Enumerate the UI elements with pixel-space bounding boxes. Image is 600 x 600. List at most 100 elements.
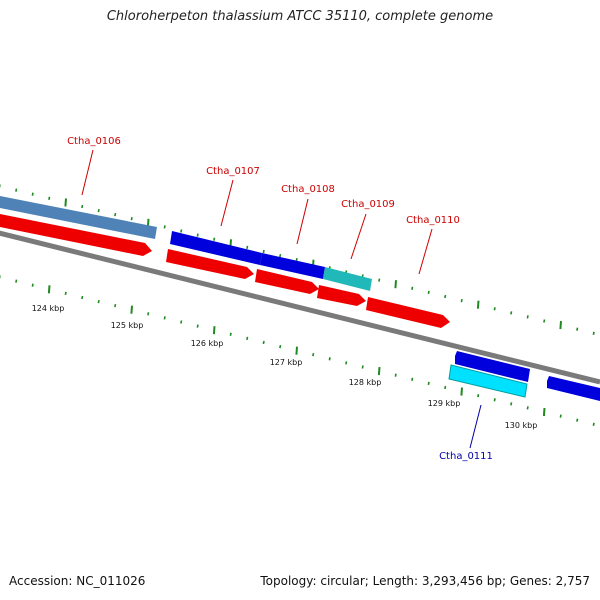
gene-label-ctha-0109[interactable]: Ctha_0109 — [341, 199, 395, 210]
inner-major-tick — [295, 346, 298, 355]
inner-major-tick — [212, 326, 216, 335]
inner-minor-tick — [81, 295, 84, 300]
inner-minor-tick — [97, 299, 100, 304]
inner-major-tick — [130, 305, 133, 314]
outer-tick-row — [0, 184, 595, 335]
scale-label-126kbp: 126 kbp — [191, 339, 224, 348]
inner-minor-tick — [312, 353, 315, 357]
outer-major-tick — [559, 321, 562, 330]
inner-minor-tick — [229, 332, 232, 336]
red-feature-5[interactable] — [366, 297, 450, 328]
inner-minor-tick — [114, 303, 117, 308]
inner-minor-tick — [493, 398, 496, 402]
outer-major-tick — [394, 280, 397, 289]
callout-ctha-0106 — [81, 149, 94, 196]
outer-minor-tick — [213, 237, 216, 241]
outer-minor-tick — [180, 229, 183, 233]
inner-minor-tick — [576, 418, 579, 422]
outer-major-tick — [476, 300, 480, 309]
outer-minor-tick — [576, 327, 579, 331]
callout-ctha-0111 — [469, 404, 482, 449]
inner-minor-tick — [345, 361, 348, 365]
outer-minor-tick — [279, 253, 282, 258]
inner-minor-tick — [361, 365, 364, 369]
gene-label-ctha-0107[interactable]: Ctha_0107 — [206, 166, 260, 177]
gene-label-ctha-0110[interactable]: Ctha_0110 — [406, 215, 460, 226]
outer-minor-tick — [543, 319, 546, 323]
red-feature-1[interactable] — [0, 214, 152, 256]
inner-minor-tick — [196, 324, 199, 328]
callout-ctha-0109 — [350, 213, 367, 260]
inner-minor-tick — [526, 406, 529, 410]
inner-major-tick — [47, 285, 51, 294]
scale-label-124kbp: 124 kbp — [32, 304, 65, 313]
outer-minor-tick — [163, 225, 166, 229]
outer-minor-tick — [15, 188, 18, 192]
outer-minor-tick — [427, 290, 430, 295]
inner-minor-tick — [163, 316, 166, 320]
outer-major-tick — [64, 198, 67, 207]
outer-minor-tick — [246, 245, 249, 250]
genome-backbone — [0, 230, 600, 385]
cyan-feature-ctha-0111[interactable] — [448, 364, 528, 398]
outer-minor-tick — [411, 286, 414, 290]
inner-minor-tick — [427, 381, 430, 386]
inner-tick-row — [0, 275, 595, 426]
inner-major-tick — [377, 367, 381, 376]
red-feature-4[interactable] — [317, 285, 366, 306]
red-feature-3[interactable] — [255, 269, 319, 294]
inner-minor-tick — [180, 320, 183, 324]
outer-minor-tick — [196, 233, 199, 237]
callout-ctha-0107 — [220, 179, 234, 227]
scale-label-128kbp: 128 kbp — [349, 378, 382, 387]
gene-feature-ctha-0111-upper[interactable] — [455, 351, 530, 382]
inner-minor-tick — [328, 357, 331, 361]
outer-minor-tick — [493, 307, 496, 311]
outer-minor-tick — [97, 208, 100, 213]
inner-minor-tick — [477, 394, 480, 398]
inner-minor-tick — [510, 402, 513, 406]
outer-minor-tick — [460, 298, 463, 303]
callout-ctha-0108 — [296, 198, 309, 245]
outer-minor-tick — [592, 331, 595, 335]
inner-minor-tick — [559, 414, 562, 418]
inner-minor-tick — [394, 373, 397, 377]
outer-minor-tick — [444, 294, 447, 299]
outer-minor-tick — [262, 249, 265, 254]
gene-label-ctha-0108[interactable]: Ctha_0108 — [281, 184, 335, 195]
inner-minor-tick — [15, 279, 18, 283]
inner-minor-tick — [411, 377, 414, 381]
inner-minor-tick — [246, 336, 249, 341]
callout-ctha-0110 — [418, 228, 433, 275]
outer-minor-tick — [81, 204, 84, 209]
gene-feature-ctha-0106[interactable] — [0, 196, 157, 239]
outer-minor-tick — [510, 311, 513, 315]
red-feature-2[interactable] — [166, 249, 254, 279]
inner-minor-tick — [64, 291, 67, 296]
outer-minor-tick — [114, 212, 117, 217]
inner-minor-tick — [279, 344, 282, 349]
gene-feature-ctha-0107[interactable] — [170, 231, 262, 265]
gene-feature-ctha-0109[interactable] — [323, 267, 372, 291]
gene-feature-next-upper[interactable] — [547, 376, 600, 401]
genome-summary-text: Topology: circular; Length: 3,293,456 bp… — [260, 574, 590, 588]
map-title: Chloroherpeton thalassium ATCC 35110, co… — [106, 9, 494, 24]
inner-minor-tick — [147, 312, 150, 316]
outer-minor-tick — [48, 196, 51, 200]
inner-minor-tick — [262, 340, 265, 345]
inner-major-tick — [542, 407, 546, 417]
accession-text: Accession: NC_011026 — [9, 574, 146, 588]
gene-label-ctha-0106[interactable]: Ctha_0106 — [67, 136, 121, 147]
scale-label-129kbp: 129 kbp — [428, 399, 461, 408]
scale-label-127kbp: 127 kbp — [270, 358, 303, 367]
outer-minor-tick — [31, 192, 34, 196]
inner-major-tick — [460, 387, 463, 396]
gene-label-ctha-0111[interactable]: Ctha_0111 — [439, 451, 493, 462]
inner-minor-tick — [31, 283, 34, 287]
outer-minor-tick — [526, 315, 529, 319]
inner-minor-tick — [444, 385, 447, 390]
outer-minor-tick — [378, 278, 381, 282]
gene-feature-ctha-0108[interactable] — [260, 253, 325, 279]
outer-minor-tick — [130, 217, 133, 221]
